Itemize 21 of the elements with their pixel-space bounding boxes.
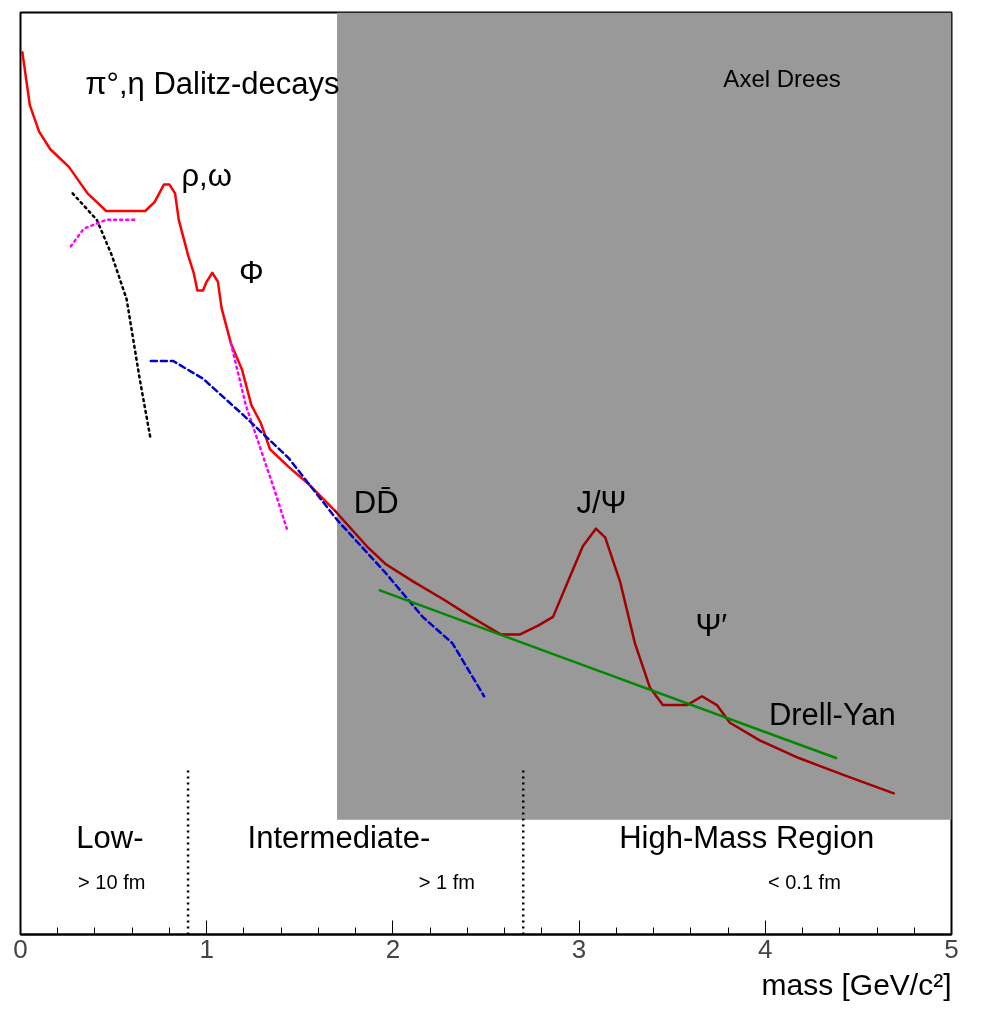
x-axis-title: mass [GeV/c²]: [761, 967, 952, 1001]
annotation: Intermediate-: [247, 820, 431, 856]
annotation: < 0.1 fm: [768, 870, 841, 893]
annotation: DD̄: [353, 484, 399, 520]
annotation: π°,η Dalitz-decays: [85, 65, 340, 101]
annotation: Ψ′: [695, 608, 728, 644]
annotation: Drell-Yan: [768, 696, 896, 732]
x-tick-label: 3: [571, 933, 587, 964]
x-tick-label: 5: [944, 933, 959, 964]
annotation: Low-: [76, 820, 144, 856]
annotation: High-Mass Region: [619, 820, 875, 856]
annotation: J/Ψ: [576, 484, 627, 520]
x-tick-label: 2: [385, 933, 401, 964]
annotation: ρ,ω: [181, 158, 232, 194]
x-tick-label: 1: [199, 933, 214, 964]
annotation: Axel Drees: [723, 65, 841, 93]
annotation: > 10 fm: [78, 870, 146, 893]
annotation: Φ: [239, 255, 264, 290]
x-tick-label: 4: [758, 933, 773, 964]
x-tick-label: 0: [13, 933, 28, 964]
annotation: > 1 fm: [418, 870, 475, 893]
